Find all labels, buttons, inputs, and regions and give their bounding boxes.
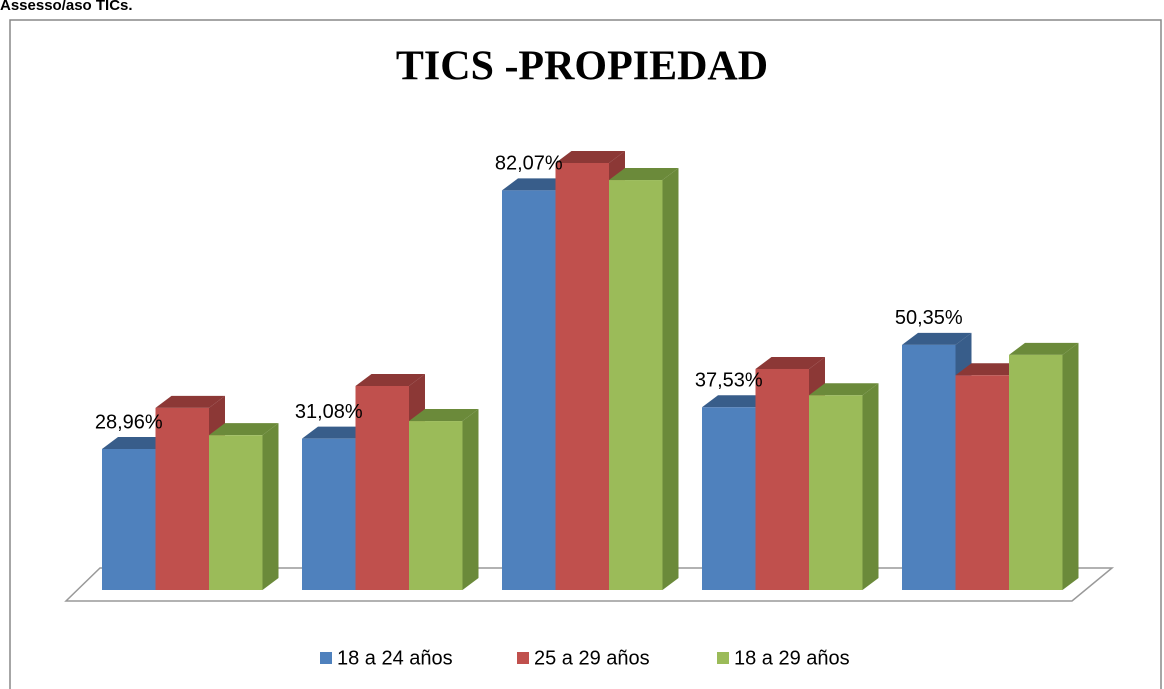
data-label: 82,07% xyxy=(495,153,563,175)
bar-front xyxy=(902,344,956,590)
bar-front xyxy=(302,438,356,590)
bar-top xyxy=(1009,342,1079,355)
legend-label: 18 a 29 años xyxy=(734,647,850,669)
data-label: 28,96% xyxy=(95,411,163,433)
legend-swatch xyxy=(517,652,529,664)
legend-swatch xyxy=(717,652,729,664)
legend-label: 25 a 29 años xyxy=(534,647,650,669)
bar xyxy=(609,168,679,590)
bar xyxy=(209,423,279,590)
bar-top xyxy=(409,409,479,422)
data-label: 50,35% xyxy=(895,307,963,329)
bar-side xyxy=(1062,342,1079,590)
data-label: 37,53% xyxy=(695,370,763,392)
bar-front xyxy=(102,448,156,590)
chart-title: TICS -PROPIEDAD xyxy=(396,44,768,90)
bar-front xyxy=(502,190,556,590)
page-header: Assesso/aso TICs. xyxy=(0,0,133,14)
bar-top xyxy=(755,356,825,369)
bar-front xyxy=(702,407,756,590)
legend-label: 18 a 24 años xyxy=(337,647,453,669)
bar xyxy=(1009,342,1079,590)
bar-side xyxy=(462,409,479,590)
bar-front xyxy=(209,435,263,590)
bar-front xyxy=(355,385,409,590)
bar-side xyxy=(262,423,279,590)
bar-side xyxy=(662,168,679,590)
bar-top xyxy=(902,332,972,345)
data-label: 31,08% xyxy=(295,401,363,423)
bar-top xyxy=(555,151,625,163)
bar-top xyxy=(809,383,879,396)
bar-top xyxy=(609,168,679,181)
bar-front xyxy=(155,407,209,590)
bar-front xyxy=(409,421,463,590)
bar-front xyxy=(955,375,1009,590)
bar xyxy=(102,436,172,590)
bar-side xyxy=(862,383,879,590)
legend-swatch xyxy=(320,652,332,664)
bar-top xyxy=(302,426,372,439)
bar-top xyxy=(702,395,772,408)
bar-front xyxy=(555,163,609,590)
bar-top xyxy=(502,178,572,191)
bar-top xyxy=(209,423,279,436)
bar-top xyxy=(155,395,225,408)
bar-front xyxy=(755,368,809,590)
bar xyxy=(809,383,879,590)
bar xyxy=(409,409,479,590)
bar-front xyxy=(609,180,663,590)
bar-top xyxy=(102,436,172,449)
bar-front xyxy=(1009,354,1063,590)
bar-top xyxy=(355,373,425,386)
bar-front xyxy=(809,395,863,590)
bar-top xyxy=(955,363,1025,376)
